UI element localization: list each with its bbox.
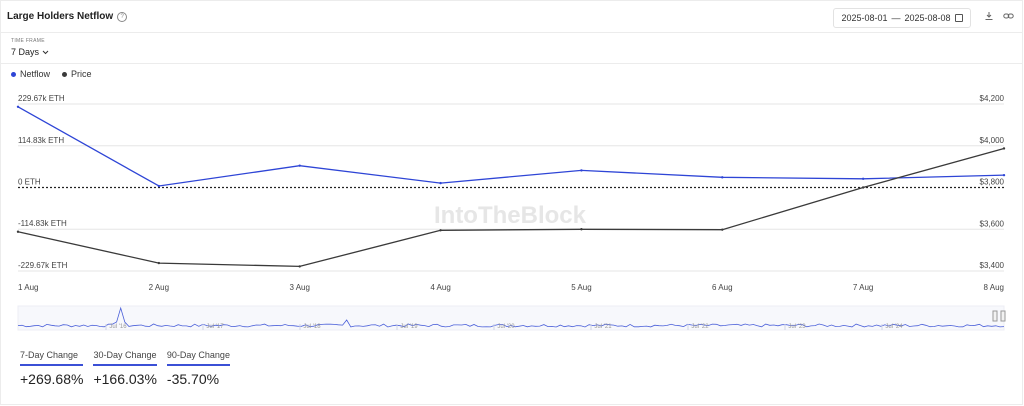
- stat-value: +269.68%: [20, 371, 84, 387]
- navigator-label: Jul '19: [400, 324, 418, 330]
- legend-label: Price: [71, 69, 92, 79]
- data-point-netflow[interactable]: [16, 105, 20, 108]
- x-tick-label: 1 Aug: [18, 283, 38, 292]
- calendar-icon: [954, 14, 963, 22]
- timeframe-label: TIME FRAME: [11, 38, 45, 44]
- legend-item-price[interactable]: Price: [62, 69, 92, 79]
- data-point-netflow[interactable]: [298, 164, 301, 167]
- x-tick-label: 5 Aug: [571, 283, 591, 292]
- series-line-price: [17, 147, 1005, 268]
- y-left-tick-label: -114.83k ETH: [18, 219, 67, 228]
- y-right-tick-label: $4,000: [980, 136, 1005, 145]
- data-point-netflow[interactable]: [580, 169, 583, 172]
- data-point-netflow[interactable]: [157, 184, 161, 188]
- x-tick-label: 4 Aug: [430, 283, 450, 292]
- legend-label: Netflow: [20, 69, 51, 79]
- navigator-label: Jul '18: [303, 324, 321, 330]
- data-point-price[interactable]: [861, 186, 865, 189]
- data-point-price[interactable]: [16, 230, 20, 233]
- y-left-tick-label: 229.67k ETH: [18, 94, 65, 103]
- navigator-label: Jul '16: [109, 324, 127, 330]
- x-tick-label: 6 Aug: [712, 283, 732, 292]
- date-end: 2025-08-08: [904, 13, 951, 23]
- legend-dot: [62, 71, 68, 77]
- stat-7-day[interactable]: 7-Day Change +269.68%: [20, 350, 84, 387]
- navigator-label: Jul '17: [206, 324, 224, 330]
- data-point-netflow[interactable]: [721, 176, 724, 179]
- stat-90-day[interactable]: 90-Day Change -35.70%: [166, 350, 230, 387]
- date-start: 2025-08-01: [841, 13, 888, 23]
- stat-label: 90-Day Change: [166, 350, 230, 366]
- toolbar-divider: [0, 63, 1023, 64]
- data-point-price[interactable]: [1002, 147, 1006, 150]
- navigator-handle-left[interactable]: [992, 310, 998, 322]
- netflow-chart: IntoTheBlock 229.67k ETH 114.83k ETH 0 ETH…: [16, 94, 1006, 331]
- timeframe-select[interactable]: 7 Days: [11, 47, 49, 57]
- data-point-netflow[interactable]: [861, 177, 865, 180]
- y-left-tick-label: 0 ETH: [18, 178, 41, 187]
- data-point-price[interactable]: [580, 228, 583, 231]
- chart-title-group: Large Holders Netflow ?: [7, 11, 128, 22]
- stat-label: 30-Day Change: [93, 350, 157, 366]
- chevron-down-icon: [42, 50, 49, 54]
- data-point-price[interactable]: [157, 261, 161, 265]
- navigator-label: Jul '21: [594, 324, 612, 330]
- stat-label: 7-Day Change: [20, 350, 84, 366]
- navigator-label: Jul '22: [691, 324, 709, 330]
- x-tick-label: 2 Aug: [149, 283, 169, 292]
- navigator-line: [17, 306, 1005, 328]
- y-right-tick-label: $4,200: [980, 94, 1005, 103]
- legend-item-netflow[interactable]: Netflow: [11, 69, 50, 79]
- data-point-price[interactable]: [439, 229, 442, 232]
- timeframe-value: 7 Days: [11, 47, 40, 57]
- x-tick-label: 7 Aug: [853, 283, 873, 292]
- y-right-tick-label: $3,800: [980, 178, 1005, 187]
- stat-value: +166.03%: [93, 371, 157, 387]
- series-line-netflow: [17, 106, 1005, 187]
- data-point-netflow[interactable]: [1002, 173, 1006, 177]
- y-left-tick-label: -229.67k ETH: [18, 261, 68, 270]
- chart-legend: Netflow Price: [11, 69, 92, 79]
- legend-dot: [11, 71, 16, 77]
- navigator-handle-right[interactable]: [1000, 310, 1006, 322]
- y-right-tick-label: $3,400: [980, 261, 1005, 270]
- x-tick-label: 3 Aug: [289, 283, 309, 292]
- x-tick-label: 8 Aug: [984, 283, 1004, 292]
- chart-title: Large Holders Netflow: [7, 11, 114, 22]
- date-separator: —: [891, 13, 901, 23]
- y-right-tick-label: $3,600: [980, 219, 1005, 228]
- y-left-tick-label: 114.83k ETH: [18, 136, 64, 145]
- stat-value: -35.70%: [166, 371, 220, 387]
- data-point-price[interactable]: [298, 265, 301, 268]
- watermark: IntoTheBlock: [434, 202, 587, 229]
- navigator-label: Jul '23: [788, 324, 806, 330]
- data-point-netflow[interactable]: [439, 181, 442, 185]
- date-range-picker[interactable]: 2025-08-01 — 2025-08-08: [833, 8, 971, 28]
- change-stats: 7-Day Change +269.68% 30-Day Change +166…: [20, 350, 230, 387]
- stat-30-day[interactable]: 30-Day Change +166.03%: [93, 350, 157, 387]
- header-divider: [0, 32, 1023, 33]
- link-icon[interactable]: [1002, 11, 1014, 23]
- download-icon[interactable]: [983, 11, 995, 23]
- navigator-label: Jul '20: [497, 324, 515, 330]
- question-circle-icon[interactable]: ?: [117, 11, 128, 22]
- data-point-price[interactable]: [721, 228, 724, 231]
- navigator-label: Jul '24: [885, 324, 903, 330]
